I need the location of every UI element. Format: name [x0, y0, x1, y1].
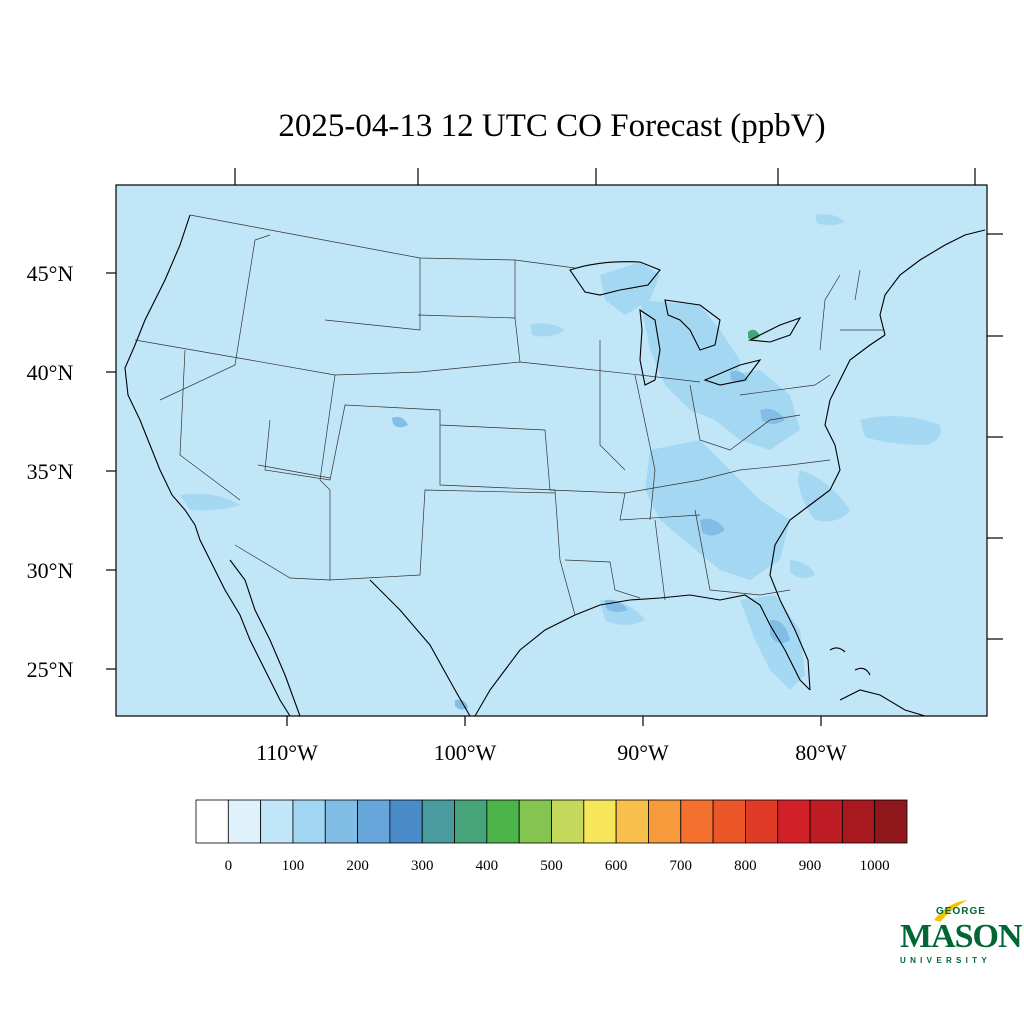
logo-swoosh-icon — [934, 900, 968, 922]
map-panel: 45°N 40°N 35°N 30°N 25°N 110°W 100°W 90°… — [27, 168, 1003, 765]
logo-bottom-text: UNIVERSITY — [900, 956, 992, 965]
colorbar-label: 700 — [670, 858, 693, 874]
lat-label-40: 40°N — [27, 360, 74, 385]
colorbar-swatch — [680, 799, 714, 844]
colorbar-swatch — [260, 799, 294, 844]
coastline — [124, 214, 986, 717]
concentration-peaks — [392, 371, 790, 710]
lon-label-80: 80°W — [795, 740, 847, 765]
map-title: 2025-04-13 12 UTC CO Forecast (ppbV) — [278, 108, 826, 144]
state-borders — [134, 214, 885, 616]
colorbar-swatch — [518, 799, 552, 844]
map-background — [116, 185, 987, 716]
colorbar-label: 300 — [411, 858, 434, 874]
longitude-labels: 110°W 100°W 90°W 80°W — [256, 740, 847, 765]
colorbar-swatch — [874, 799, 908, 844]
logo-main-text: MASON — [900, 918, 1023, 955]
colorbar-label: 0 — [225, 858, 233, 874]
colorbar-swatch — [195, 799, 229, 844]
colorbar-swatch — [357, 799, 391, 844]
colorbar-swatch — [777, 799, 811, 844]
colorbar-label: 600 — [605, 858, 628, 874]
colorbar-swatch — [324, 799, 358, 844]
lon-label-110: 110°W — [256, 740, 318, 765]
lat-label-45: 45°N — [27, 261, 74, 286]
logo-top-text: GEORGE — [936, 906, 986, 917]
colorbar-swatch — [389, 799, 423, 844]
colorbar-swatch — [809, 799, 843, 844]
colorbar-swatch — [648, 799, 682, 844]
colorbar-swatch — [615, 799, 649, 844]
lon-label-100: 100°W — [434, 740, 497, 765]
gmu-logo: GEORGE MASON UNIVERSITY — [898, 898, 1023, 970]
map-ticks — [106, 168, 1003, 726]
colorbar-label: 500 — [540, 858, 563, 874]
lat-label-30: 30°N — [27, 558, 74, 583]
colorbar-swatch — [292, 799, 326, 844]
colorbar-label: 400 — [476, 858, 499, 874]
colorbar-label: 900 — [799, 858, 822, 874]
colorbar-label: 1000 — [860, 858, 890, 874]
colorbar-label: 200 — [346, 858, 369, 874]
colorbar-swatch — [421, 799, 455, 844]
colorbar-swatch — [712, 799, 746, 844]
concentration-maximum — [748, 329, 760, 340]
map-frame — [115, 184, 988, 717]
colorbar-swatch — [745, 799, 779, 844]
colorbar-label: 800 — [734, 858, 757, 874]
colorbar-label: 100 — [282, 858, 305, 874]
lat-label-25: 25°N — [27, 657, 74, 682]
lat-label-35: 35°N — [27, 459, 74, 484]
colorbar: 0 100 200 300 400 500 600 700 800 900 1000 — [195, 799, 908, 874]
colorbar-swatch — [841, 799, 876, 844]
colorbar-swatch — [454, 799, 488, 844]
colorbar-swatch — [551, 799, 585, 844]
latitude-labels: 45°N 40°N 35°N 30°N 25°N — [27, 261, 74, 682]
colorbar-swatch — [486, 799, 520, 844]
colorbar-swatch — [227, 799, 262, 844]
colorbar-swatch — [583, 799, 617, 844]
lon-label-90: 90°W — [617, 740, 669, 765]
